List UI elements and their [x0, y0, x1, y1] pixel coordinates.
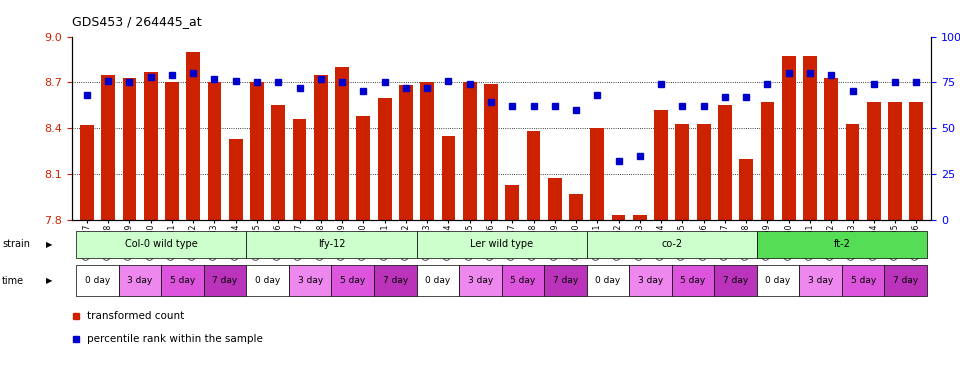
Text: 5 day: 5 day — [681, 276, 706, 285]
Text: 0 day: 0 day — [84, 276, 110, 285]
Text: 3 day: 3 day — [637, 276, 663, 285]
Text: 0 day: 0 day — [425, 276, 450, 285]
Bar — [101, 75, 115, 220]
Bar — [909, 102, 924, 220]
Bar — [207, 82, 222, 220]
Bar — [484, 84, 498, 220]
Text: time: time — [2, 276, 24, 286]
Bar — [399, 85, 413, 220]
Bar — [314, 75, 327, 220]
Bar — [633, 215, 647, 220]
Bar — [569, 194, 583, 220]
Text: 3 day: 3 day — [468, 276, 492, 285]
Bar — [251, 82, 264, 220]
Text: GDS453 / 264445_at: GDS453 / 264445_at — [72, 15, 202, 28]
Bar — [442, 136, 455, 220]
FancyBboxPatch shape — [714, 265, 756, 296]
Text: ▶: ▶ — [46, 240, 53, 249]
FancyBboxPatch shape — [204, 265, 247, 296]
Bar — [867, 102, 880, 220]
FancyBboxPatch shape — [331, 265, 374, 296]
FancyBboxPatch shape — [417, 265, 459, 296]
FancyBboxPatch shape — [501, 265, 544, 296]
Bar — [697, 123, 710, 220]
Bar — [825, 78, 838, 220]
Bar — [888, 102, 902, 220]
Text: 3 day: 3 day — [128, 276, 153, 285]
Text: ft-2: ft-2 — [833, 239, 851, 249]
Text: 7 day: 7 day — [553, 276, 578, 285]
Text: 7 day: 7 day — [383, 276, 408, 285]
Text: percentile rank within the sample: percentile rank within the sample — [87, 335, 263, 344]
Bar — [527, 131, 540, 220]
FancyBboxPatch shape — [417, 231, 587, 258]
FancyBboxPatch shape — [119, 265, 161, 296]
Text: lfy-12: lfy-12 — [318, 239, 346, 249]
Bar — [123, 78, 136, 220]
FancyBboxPatch shape — [842, 265, 884, 296]
Bar — [144, 72, 157, 220]
FancyBboxPatch shape — [161, 265, 204, 296]
Bar — [293, 119, 306, 220]
Bar — [272, 105, 285, 220]
Bar — [228, 139, 243, 220]
Text: 0 day: 0 day — [255, 276, 280, 285]
Bar — [463, 82, 476, 220]
FancyBboxPatch shape — [76, 265, 119, 296]
FancyBboxPatch shape — [587, 265, 629, 296]
Text: 5 day: 5 day — [511, 276, 536, 285]
FancyBboxPatch shape — [247, 265, 289, 296]
Bar — [846, 123, 859, 220]
Bar — [781, 56, 796, 220]
FancyBboxPatch shape — [544, 265, 587, 296]
Text: 7 day: 7 day — [893, 276, 919, 285]
Text: Col-0 wild type: Col-0 wild type — [125, 239, 198, 249]
Text: 5 day: 5 day — [170, 276, 195, 285]
FancyBboxPatch shape — [587, 231, 756, 258]
Bar — [165, 82, 179, 220]
Bar — [548, 178, 562, 220]
Text: transformed count: transformed count — [87, 311, 184, 321]
Bar — [590, 128, 604, 220]
FancyBboxPatch shape — [289, 265, 331, 296]
Bar — [760, 102, 775, 220]
Text: 7 day: 7 day — [723, 276, 748, 285]
Bar — [804, 56, 817, 220]
Bar — [654, 110, 668, 220]
Text: Ler wild type: Ler wild type — [470, 239, 533, 249]
FancyBboxPatch shape — [756, 231, 927, 258]
FancyBboxPatch shape — [800, 265, 842, 296]
Bar — [420, 82, 434, 220]
Text: ▶: ▶ — [46, 276, 53, 285]
FancyBboxPatch shape — [459, 265, 501, 296]
FancyBboxPatch shape — [756, 265, 800, 296]
FancyBboxPatch shape — [629, 265, 672, 296]
Text: 3 day: 3 day — [298, 276, 323, 285]
Text: co-2: co-2 — [661, 239, 683, 249]
FancyBboxPatch shape — [76, 231, 247, 258]
Text: 7 day: 7 day — [212, 276, 238, 285]
Text: strain: strain — [2, 239, 30, 249]
Bar — [80, 125, 94, 220]
Text: 0 day: 0 day — [765, 276, 791, 285]
FancyBboxPatch shape — [247, 231, 417, 258]
Text: 5 day: 5 day — [340, 276, 366, 285]
Bar — [186, 52, 200, 220]
Bar — [676, 123, 689, 220]
Text: 3 day: 3 day — [808, 276, 833, 285]
Text: 5 day: 5 day — [851, 276, 876, 285]
Text: 0 day: 0 day — [595, 276, 620, 285]
Bar — [505, 184, 519, 220]
Bar — [356, 116, 371, 220]
Bar — [718, 105, 732, 220]
Bar — [612, 215, 626, 220]
Bar — [739, 158, 753, 220]
FancyBboxPatch shape — [374, 265, 417, 296]
Bar — [335, 67, 349, 220]
FancyBboxPatch shape — [884, 265, 927, 296]
FancyBboxPatch shape — [672, 265, 714, 296]
Bar — [377, 98, 392, 220]
